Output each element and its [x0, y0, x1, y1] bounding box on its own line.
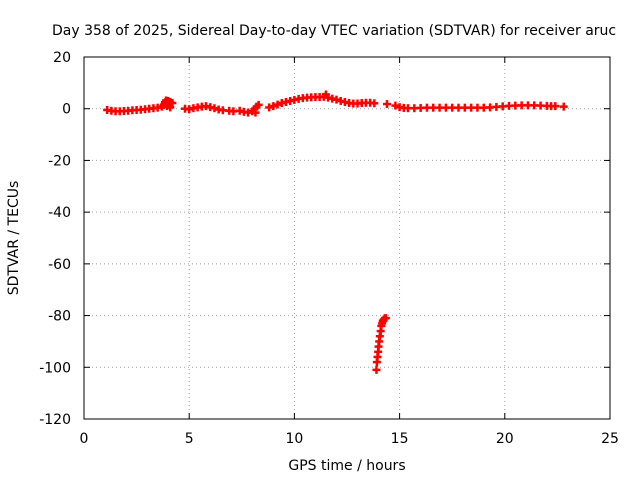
y-tick-label: -40 — [48, 205, 71, 221]
plot-frame — [83, 56, 611, 420]
x-tick-label: 20 — [496, 431, 514, 447]
data-point — [382, 100, 391, 109]
data-point — [168, 99, 177, 108]
y-axis-label: SDTVAR / TECUs — [6, 181, 22, 296]
data-point — [559, 102, 568, 111]
data-point — [273, 100, 282, 109]
x-tick-label: 25 — [601, 431, 619, 447]
data-points — [103, 90, 568, 374]
chart-title: Day 358 of 2025, Sidereal Day-to-day VTE… — [52, 23, 616, 39]
y-tick-label: -20 — [48, 153, 71, 169]
data-point — [391, 101, 400, 110]
data-point — [254, 100, 263, 109]
data-point — [251, 108, 260, 117]
data-point — [166, 103, 175, 112]
y-tick-label: -60 — [48, 257, 71, 273]
data-point — [370, 99, 379, 108]
y-tick-label: 20 — [53, 50, 71, 66]
grid-lines — [84, 57, 610, 419]
data-point — [551, 102, 560, 111]
y-tick-label: -120 — [39, 412, 71, 428]
x-tick-label: 0 — [80, 431, 89, 447]
data-point — [372, 365, 381, 374]
data-point — [210, 104, 219, 113]
data-point — [269, 102, 278, 111]
y-tick-label: -100 — [39, 360, 71, 376]
x-tick-label: 10 — [285, 431, 303, 447]
data-point — [332, 95, 341, 104]
x-tick-label: 15 — [391, 431, 409, 447]
data-point — [265, 103, 274, 112]
y-tick-label: -80 — [48, 309, 71, 325]
data-point — [244, 108, 253, 117]
x-tick-label: 5 — [185, 431, 194, 447]
data-point — [381, 314, 390, 323]
y-tick-label: 0 — [62, 102, 71, 118]
x-axis-label: GPS time / hours — [288, 458, 405, 474]
